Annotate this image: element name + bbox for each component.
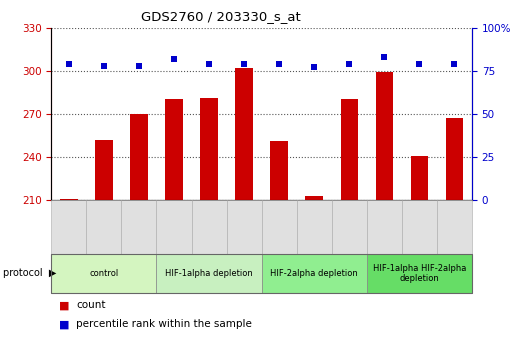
Text: percentile rank within the sample: percentile rank within the sample xyxy=(76,319,252,329)
Point xyxy=(450,61,459,67)
Point xyxy=(65,61,73,67)
Bar xyxy=(165,99,183,200)
Text: protocol  ▶: protocol ▶ xyxy=(3,268,56,278)
Text: GDS2760 / 203330_s_at: GDS2760 / 203330_s_at xyxy=(141,10,301,23)
Text: control: control xyxy=(89,269,119,278)
Bar xyxy=(410,156,428,200)
Point xyxy=(100,63,108,68)
Point xyxy=(135,63,143,68)
Point xyxy=(275,61,283,67)
Text: ■: ■ xyxy=(59,300,69,310)
Bar xyxy=(305,196,323,200)
Bar xyxy=(95,140,113,200)
Point xyxy=(170,56,178,61)
Point xyxy=(310,65,318,70)
Point xyxy=(205,61,213,67)
Bar xyxy=(200,98,218,200)
Text: ■: ■ xyxy=(59,319,69,329)
Text: HIF-2alpha depletion: HIF-2alpha depletion xyxy=(270,269,358,278)
Point xyxy=(415,61,423,67)
Text: count: count xyxy=(76,300,106,310)
Point xyxy=(240,61,248,67)
Bar xyxy=(130,114,148,200)
Bar xyxy=(270,141,288,200)
Bar xyxy=(341,99,358,200)
Point xyxy=(380,54,388,60)
Bar xyxy=(446,118,463,200)
Bar xyxy=(235,68,253,200)
Text: HIF-1alpha depletion: HIF-1alpha depletion xyxy=(165,269,253,278)
Bar xyxy=(60,199,77,200)
Bar xyxy=(376,72,393,200)
Point xyxy=(345,61,353,67)
Text: HIF-1alpha HIF-2alpha
depletion: HIF-1alpha HIF-2alpha depletion xyxy=(372,264,466,283)
